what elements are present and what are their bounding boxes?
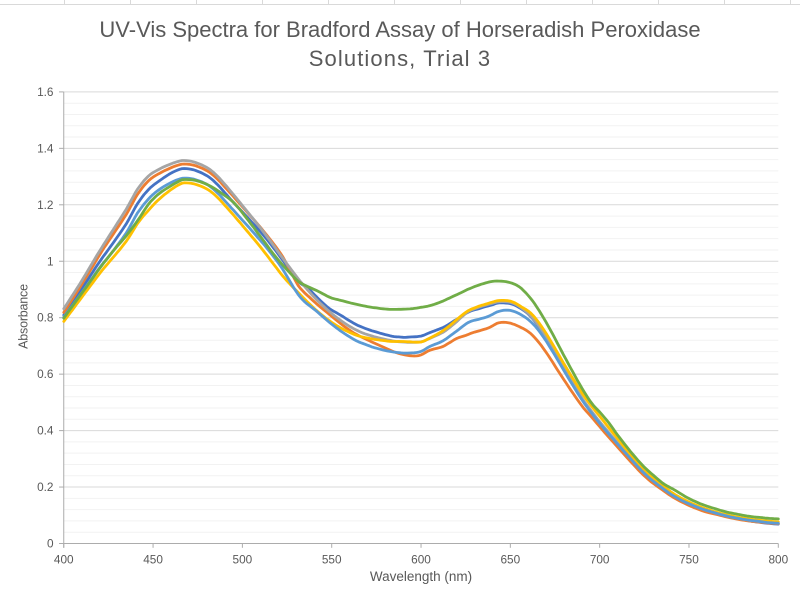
- svg-text:500: 500: [233, 553, 253, 567]
- svg-text:1.2: 1.2: [37, 198, 53, 212]
- svg-text:1.6: 1.6: [37, 85, 54, 99]
- svg-text:600: 600: [411, 553, 431, 567]
- svg-text:750: 750: [679, 553, 699, 567]
- svg-text:400: 400: [54, 553, 74, 567]
- svg-text:800: 800: [768, 553, 788, 567]
- svg-text:450: 450: [143, 553, 163, 567]
- svg-text:0.2: 0.2: [37, 480, 53, 494]
- svg-text:0.8: 0.8: [37, 311, 54, 325]
- svg-text:0.4: 0.4: [37, 424, 54, 438]
- svg-text:0.6: 0.6: [37, 367, 54, 381]
- svg-text:550: 550: [322, 553, 342, 567]
- svg-text:1: 1: [47, 254, 54, 268]
- svg-text:650: 650: [500, 553, 520, 567]
- svg-text:1.4: 1.4: [37, 141, 54, 155]
- svg-text:700: 700: [590, 553, 610, 567]
- svg-text:0: 0: [47, 537, 54, 551]
